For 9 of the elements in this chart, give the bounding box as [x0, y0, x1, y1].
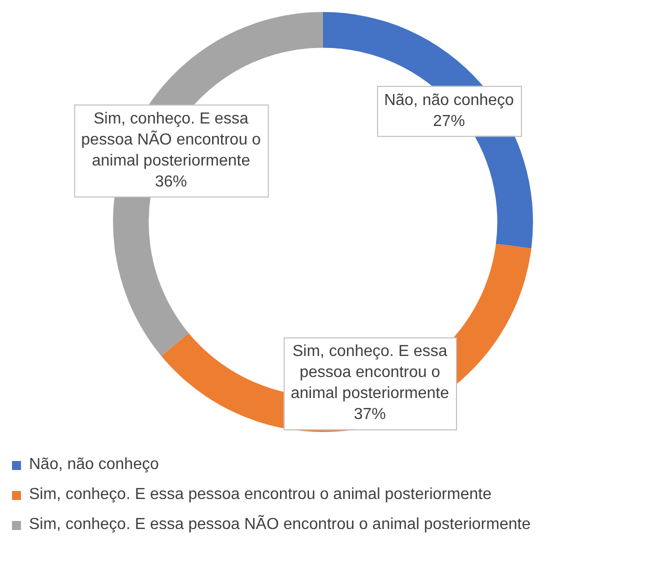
legend-label: Não, não conheço	[29, 456, 159, 474]
data-label: 37%	[354, 406, 386, 424]
slice-label: Sim, conheço. E essa pessoa NÃO encontrou o animal posteriormente	[81, 110, 261, 170]
slice-label: Não, não conheço	[384, 92, 514, 109]
data-label: 36%	[154, 173, 188, 190]
legend-label: Sim, conheço. E essa pessoa NÃO encontrou o animal posteriormente	[29, 516, 531, 534]
slice-label: Sim, conheço. E essa pessoa encontrou o animal posteriormente	[290, 343, 450, 402]
legend-label: Sim, conheço. E essa pessoa encontrou o animal posteriormente	[29, 486, 492, 504]
data-label: 27%	[433, 112, 466, 130]
